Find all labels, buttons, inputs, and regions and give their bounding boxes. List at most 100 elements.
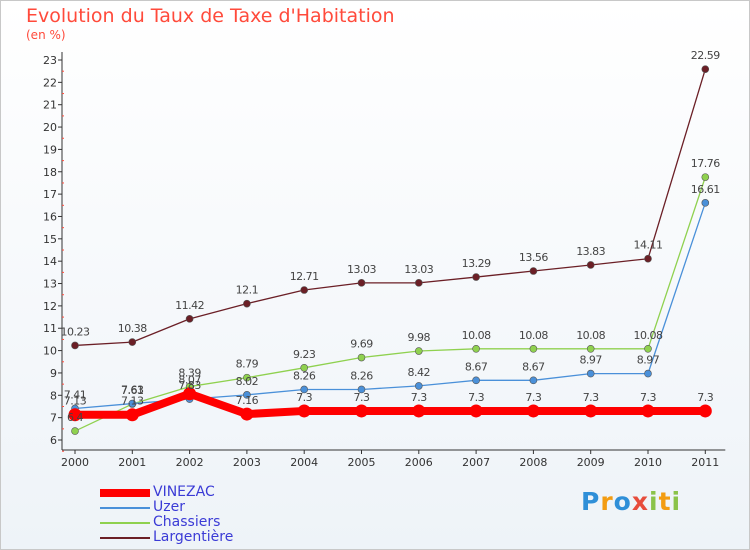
- y-tick-label: 23: [43, 54, 57, 67]
- y-tick-label: 16: [43, 210, 57, 223]
- data-point: [243, 299, 251, 308]
- y-tick-label: 9: [50, 367, 57, 380]
- data-point: [300, 385, 309, 394]
- legend-swatch: [100, 489, 150, 497]
- logo-letter: i: [671, 487, 682, 516]
- logo-letter: x: [631, 487, 649, 516]
- data-label: 8.39: [178, 367, 201, 380]
- data-point: [357, 279, 366, 287]
- data-point: [412, 404, 426, 418]
- data-label: 6.4: [67, 411, 83, 424]
- y-tick-label: 21: [43, 99, 57, 112]
- data-label: 10.23: [61, 325, 90, 338]
- legend-label: VINEZAC: [153, 484, 215, 500]
- data-label: 7.3: [525, 391, 541, 404]
- x-tick-label: 2009: [577, 456, 605, 469]
- data-label: 10.08: [462, 329, 491, 342]
- data-label: 10.38: [118, 322, 147, 335]
- y-tick-label: 6: [50, 434, 57, 447]
- data-point: [529, 344, 538, 353]
- data-label: 13.29: [462, 257, 491, 270]
- data-point: [644, 254, 652, 263]
- data-label: 7.83: [178, 379, 201, 392]
- data-label: 10.08: [576, 329, 605, 342]
- legend-swatch: [100, 522, 150, 524]
- data-label: 8.42: [408, 366, 431, 379]
- logo-letter: t: [658, 487, 672, 516]
- data-point: [68, 408, 82, 422]
- data-label: 13.03: [347, 263, 376, 276]
- data-label: 8.79: [236, 358, 259, 371]
- x-tick-label: 2006: [405, 456, 433, 469]
- y-tick-label: 15: [43, 233, 57, 246]
- x-tick-label: 2003: [233, 456, 261, 469]
- data-label: 8.67: [522, 360, 545, 373]
- data-point: [357, 353, 366, 362]
- legend-item: Largentière: [100, 529, 320, 545]
- data-point: [584, 404, 598, 418]
- y-tick-label: 14: [43, 255, 57, 268]
- data-label: 17.76: [691, 157, 720, 170]
- data-point: [185, 315, 194, 323]
- data-label: 9.23: [293, 348, 316, 361]
- data-label: 9.98: [408, 331, 431, 344]
- data-point: [71, 427, 79, 435]
- data-point: [644, 344, 652, 353]
- data-label: 7.16: [236, 394, 259, 407]
- data-point: [300, 363, 309, 372]
- proxiti-logo: Proxiti: [581, 487, 681, 516]
- data-point: [641, 404, 655, 418]
- data-point: [698, 404, 712, 418]
- data-point: [300, 286, 309, 294]
- data-point: [357, 385, 366, 394]
- x-tick-label: 2011: [691, 456, 719, 469]
- data-label: 7.3: [354, 391, 370, 404]
- data-label: 16.61: [691, 183, 720, 196]
- data-label: 10.08: [634, 329, 663, 342]
- data-point: [472, 344, 480, 353]
- y-tick-label: 12: [43, 300, 57, 313]
- legend-item: VINEZAC: [100, 484, 320, 500]
- legend-label: Largentière: [153, 529, 234, 545]
- data-point: [355, 404, 368, 418]
- data-label: 11.42: [175, 299, 204, 312]
- y-tick-label: 20: [43, 121, 57, 134]
- data-label: 8.97: [637, 354, 660, 367]
- data-label: 8.07: [178, 374, 201, 387]
- series-line-largentière: [74, 68, 706, 347]
- data-point: [529, 376, 538, 385]
- x-tick-label: 2000: [61, 456, 89, 469]
- legend-label: Chassiers: [153, 514, 221, 530]
- data-point: [526, 404, 540, 418]
- y-tick-label: 7: [50, 412, 57, 425]
- data-point: [297, 404, 311, 418]
- x-tick-label: 2005: [348, 456, 376, 469]
- data-label: 7.3: [296, 391, 312, 404]
- data-label: 7.3: [583, 391, 599, 404]
- data-point: [414, 279, 423, 287]
- series-line-chassiers: [74, 176, 706, 432]
- legend-swatch: [100, 537, 150, 539]
- data-label: 8.26: [350, 369, 373, 382]
- data-point: [128, 399, 137, 408]
- data-point: [240, 407, 254, 421]
- data-label: 7.41: [64, 388, 87, 401]
- data-label: 13.56: [519, 251, 548, 264]
- x-tick-label: 2007: [462, 456, 490, 469]
- series-line-uzer: [74, 202, 706, 410]
- data-point: [71, 341, 79, 350]
- data-label: 8.02: [236, 375, 259, 388]
- chart-title: Evolution du Taux de Taxe d'Habitation: [26, 5, 395, 27]
- data-label: 7.13: [121, 395, 144, 408]
- data-label: 7.61: [121, 384, 144, 397]
- legend-label: Uzer: [153, 499, 185, 515]
- data-point: [183, 387, 197, 401]
- data-point: [586, 261, 595, 269]
- unit-label: (en %): [26, 28, 66, 42]
- data-label: 12.1: [236, 284, 259, 297]
- x-tick-label: 2010: [634, 456, 662, 469]
- data-label: 13.03: [404, 263, 433, 276]
- logo-letter: P: [581, 487, 601, 516]
